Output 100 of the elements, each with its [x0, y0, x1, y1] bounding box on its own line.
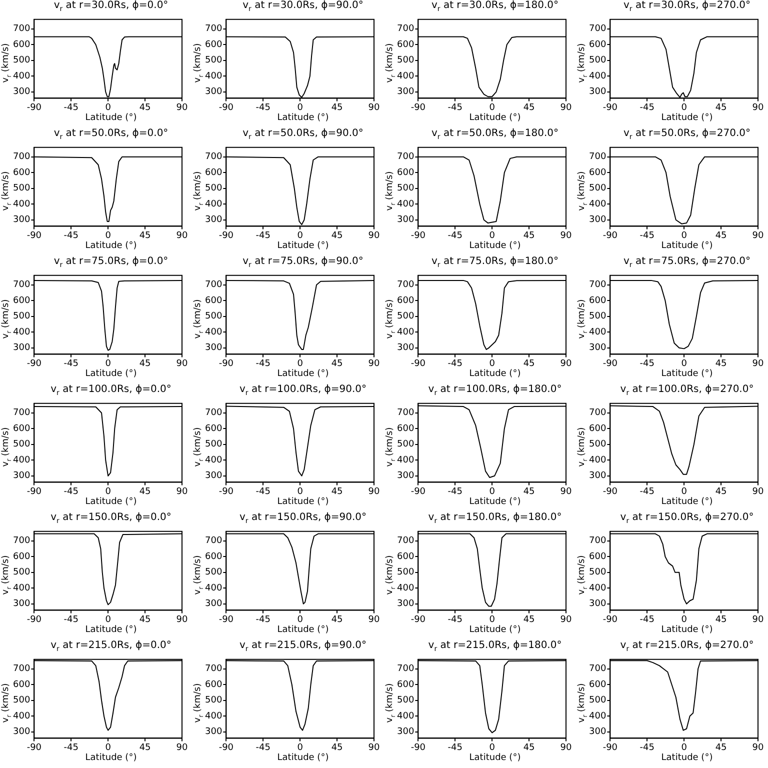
- x-tick-label: 45: [139, 358, 151, 369]
- x-tick-label: -90: [26, 486, 42, 497]
- x-tick-label: 90: [752, 230, 764, 241]
- y-tick-label: 500: [12, 184, 30, 194]
- x-tick-label: -90: [26, 614, 42, 625]
- x-tick-label: -90: [218, 486, 234, 497]
- y-tick-label: 400: [396, 711, 414, 722]
- x-tick-label: 0: [105, 742, 112, 753]
- x-tick-label: -90: [602, 614, 618, 625]
- x-tick-label: -90: [602, 486, 618, 497]
- x-tick-label: 0: [297, 358, 304, 369]
- x-tick-label: 45: [523, 102, 535, 113]
- y-tick-label: 600: [588, 552, 606, 562]
- x-tick-label: -90: [218, 102, 234, 113]
- y-tick-label: 500: [396, 568, 414, 578]
- chart-title: v$_{r}$ at r=100.0Rs, ϕ=180.0°: [427, 384, 563, 399]
- y-tick-label: 600: [396, 552, 414, 562]
- y-tick-label: 500: [12, 696, 30, 706]
- y-tick-label: 500: [588, 56, 606, 66]
- x-tick-label: 0: [681, 742, 688, 753]
- x-tick-label: 90: [560, 102, 572, 113]
- chart-title: v$_{r}$ at r=215.0Rs, ϕ=270.0°: [619, 640, 755, 655]
- y-tick-label: 600: [396, 296, 414, 306]
- x-tick-label: 45: [715, 614, 727, 625]
- x-tick-label: 0: [105, 102, 112, 113]
- y-tick-label: 300: [204, 727, 222, 738]
- x-tick-label: -45: [448, 102, 462, 113]
- y-tick-label: 700: [396, 664, 414, 674]
- y-tick-label: 700: [12, 152, 30, 162]
- y-tick-label: 400: [396, 327, 414, 338]
- y-tick-label: 600: [12, 552, 30, 562]
- x-tick-label: 90: [752, 742, 764, 753]
- x-axis-title: Latitude (°): [84, 497, 138, 508]
- y-tick-label: 300: [12, 343, 30, 354]
- x-tick-label: 90: [176, 358, 188, 369]
- x-tick-label: 0: [489, 742, 496, 753]
- x-tick-label: 90: [560, 486, 572, 497]
- y-tick-label: 400: [396, 71, 414, 82]
- y-tick-label: 700: [396, 280, 414, 290]
- y-tick-label: 600: [588, 680, 606, 690]
- y-tick-label: 700: [396, 152, 414, 162]
- x-tick-label: -90: [26, 742, 42, 753]
- chart-title: v$_{r}$ at r=30.0Rs, ϕ=180.0°: [430, 0, 560, 15]
- y-tick-label: 500: [588, 184, 606, 194]
- x-tick-label: -90: [218, 230, 234, 241]
- x-tick-label: 45: [331, 230, 343, 241]
- x-tick-label: 45: [715, 486, 727, 497]
- y-tick-label: 600: [588, 40, 606, 50]
- y-tick-label: 500: [588, 312, 606, 322]
- x-tick-label: 45: [331, 486, 343, 497]
- x-tick-label: 90: [368, 102, 380, 113]
- x-tick-label: 0: [297, 742, 304, 753]
- chart-title: v$_{r}$ at r=50.0Rs, ϕ=0.0°: [52, 128, 170, 143]
- y-tick-label: 300: [588, 87, 606, 98]
- x-tick-label: -45: [64, 486, 78, 497]
- chart-title: v$_{r}$ at r=50.0Rs, ϕ=180.0°: [430, 128, 560, 143]
- x-tick-label: -90: [602, 102, 618, 113]
- chart-title: v$_{r}$ at r=50.0Rs, ϕ=90.0°: [242, 128, 364, 143]
- y-tick-label: 400: [204, 327, 222, 338]
- x-axis-title: Latitude (°): [468, 369, 522, 380]
- y-tick-label: 500: [204, 56, 222, 66]
- chart-title: v$_{r}$ at r=75.0Rs, ϕ=270.0°: [622, 256, 752, 271]
- y-tick-label: 500: [12, 568, 30, 578]
- x-tick-label: 90: [176, 230, 188, 241]
- x-tick-label: -90: [26, 358, 42, 369]
- y-tick-label: 600: [12, 680, 30, 690]
- y-tick-label: 500: [12, 312, 30, 322]
- x-tick-label: 0: [489, 614, 496, 625]
- x-tick-label: -90: [410, 230, 426, 241]
- y-tick-label: 400: [12, 711, 30, 722]
- chart-title: v$_{r}$ at r=50.0Rs, ϕ=270.0°: [622, 128, 752, 143]
- x-tick-label: 0: [105, 358, 112, 369]
- y-tick-label: 300: [396, 599, 414, 610]
- y-tick-label: 500: [396, 440, 414, 450]
- y-tick-label: 500: [204, 696, 222, 706]
- x-tick-label: -45: [448, 358, 462, 369]
- y-tick-label: 400: [204, 199, 222, 210]
- x-axis-title: Latitude (°): [660, 753, 714, 764]
- x-tick-label: -45: [448, 742, 462, 753]
- y-tick-label: 400: [396, 455, 414, 466]
- x-axis-title: Latitude (°): [276, 241, 330, 252]
- x-tick-label: 0: [105, 614, 112, 625]
- x-axis-title: Latitude (°): [660, 625, 714, 636]
- y-tick-label: 600: [204, 680, 222, 690]
- x-tick-label: -45: [640, 230, 654, 241]
- y-tick-label: 700: [588, 536, 606, 546]
- chart-title: v$_{r}$ at r=100.0Rs, ϕ=0.0°: [50, 384, 172, 399]
- x-tick-label: 45: [331, 358, 343, 369]
- x-tick-label: -45: [640, 614, 654, 625]
- x-axis-title: Latitude (°): [660, 113, 714, 124]
- x-tick-label: -45: [448, 486, 462, 497]
- y-tick-label: 400: [12, 455, 30, 466]
- y-tick-label: 500: [396, 56, 414, 66]
- y-tick-label: 300: [588, 343, 606, 354]
- x-tick-label: 0: [105, 486, 112, 497]
- x-tick-label: -45: [640, 358, 654, 369]
- y-tick-label: 700: [396, 24, 414, 34]
- x-tick-label: 90: [176, 614, 188, 625]
- x-tick-label: -45: [640, 102, 654, 113]
- y-tick-label: 300: [204, 87, 222, 98]
